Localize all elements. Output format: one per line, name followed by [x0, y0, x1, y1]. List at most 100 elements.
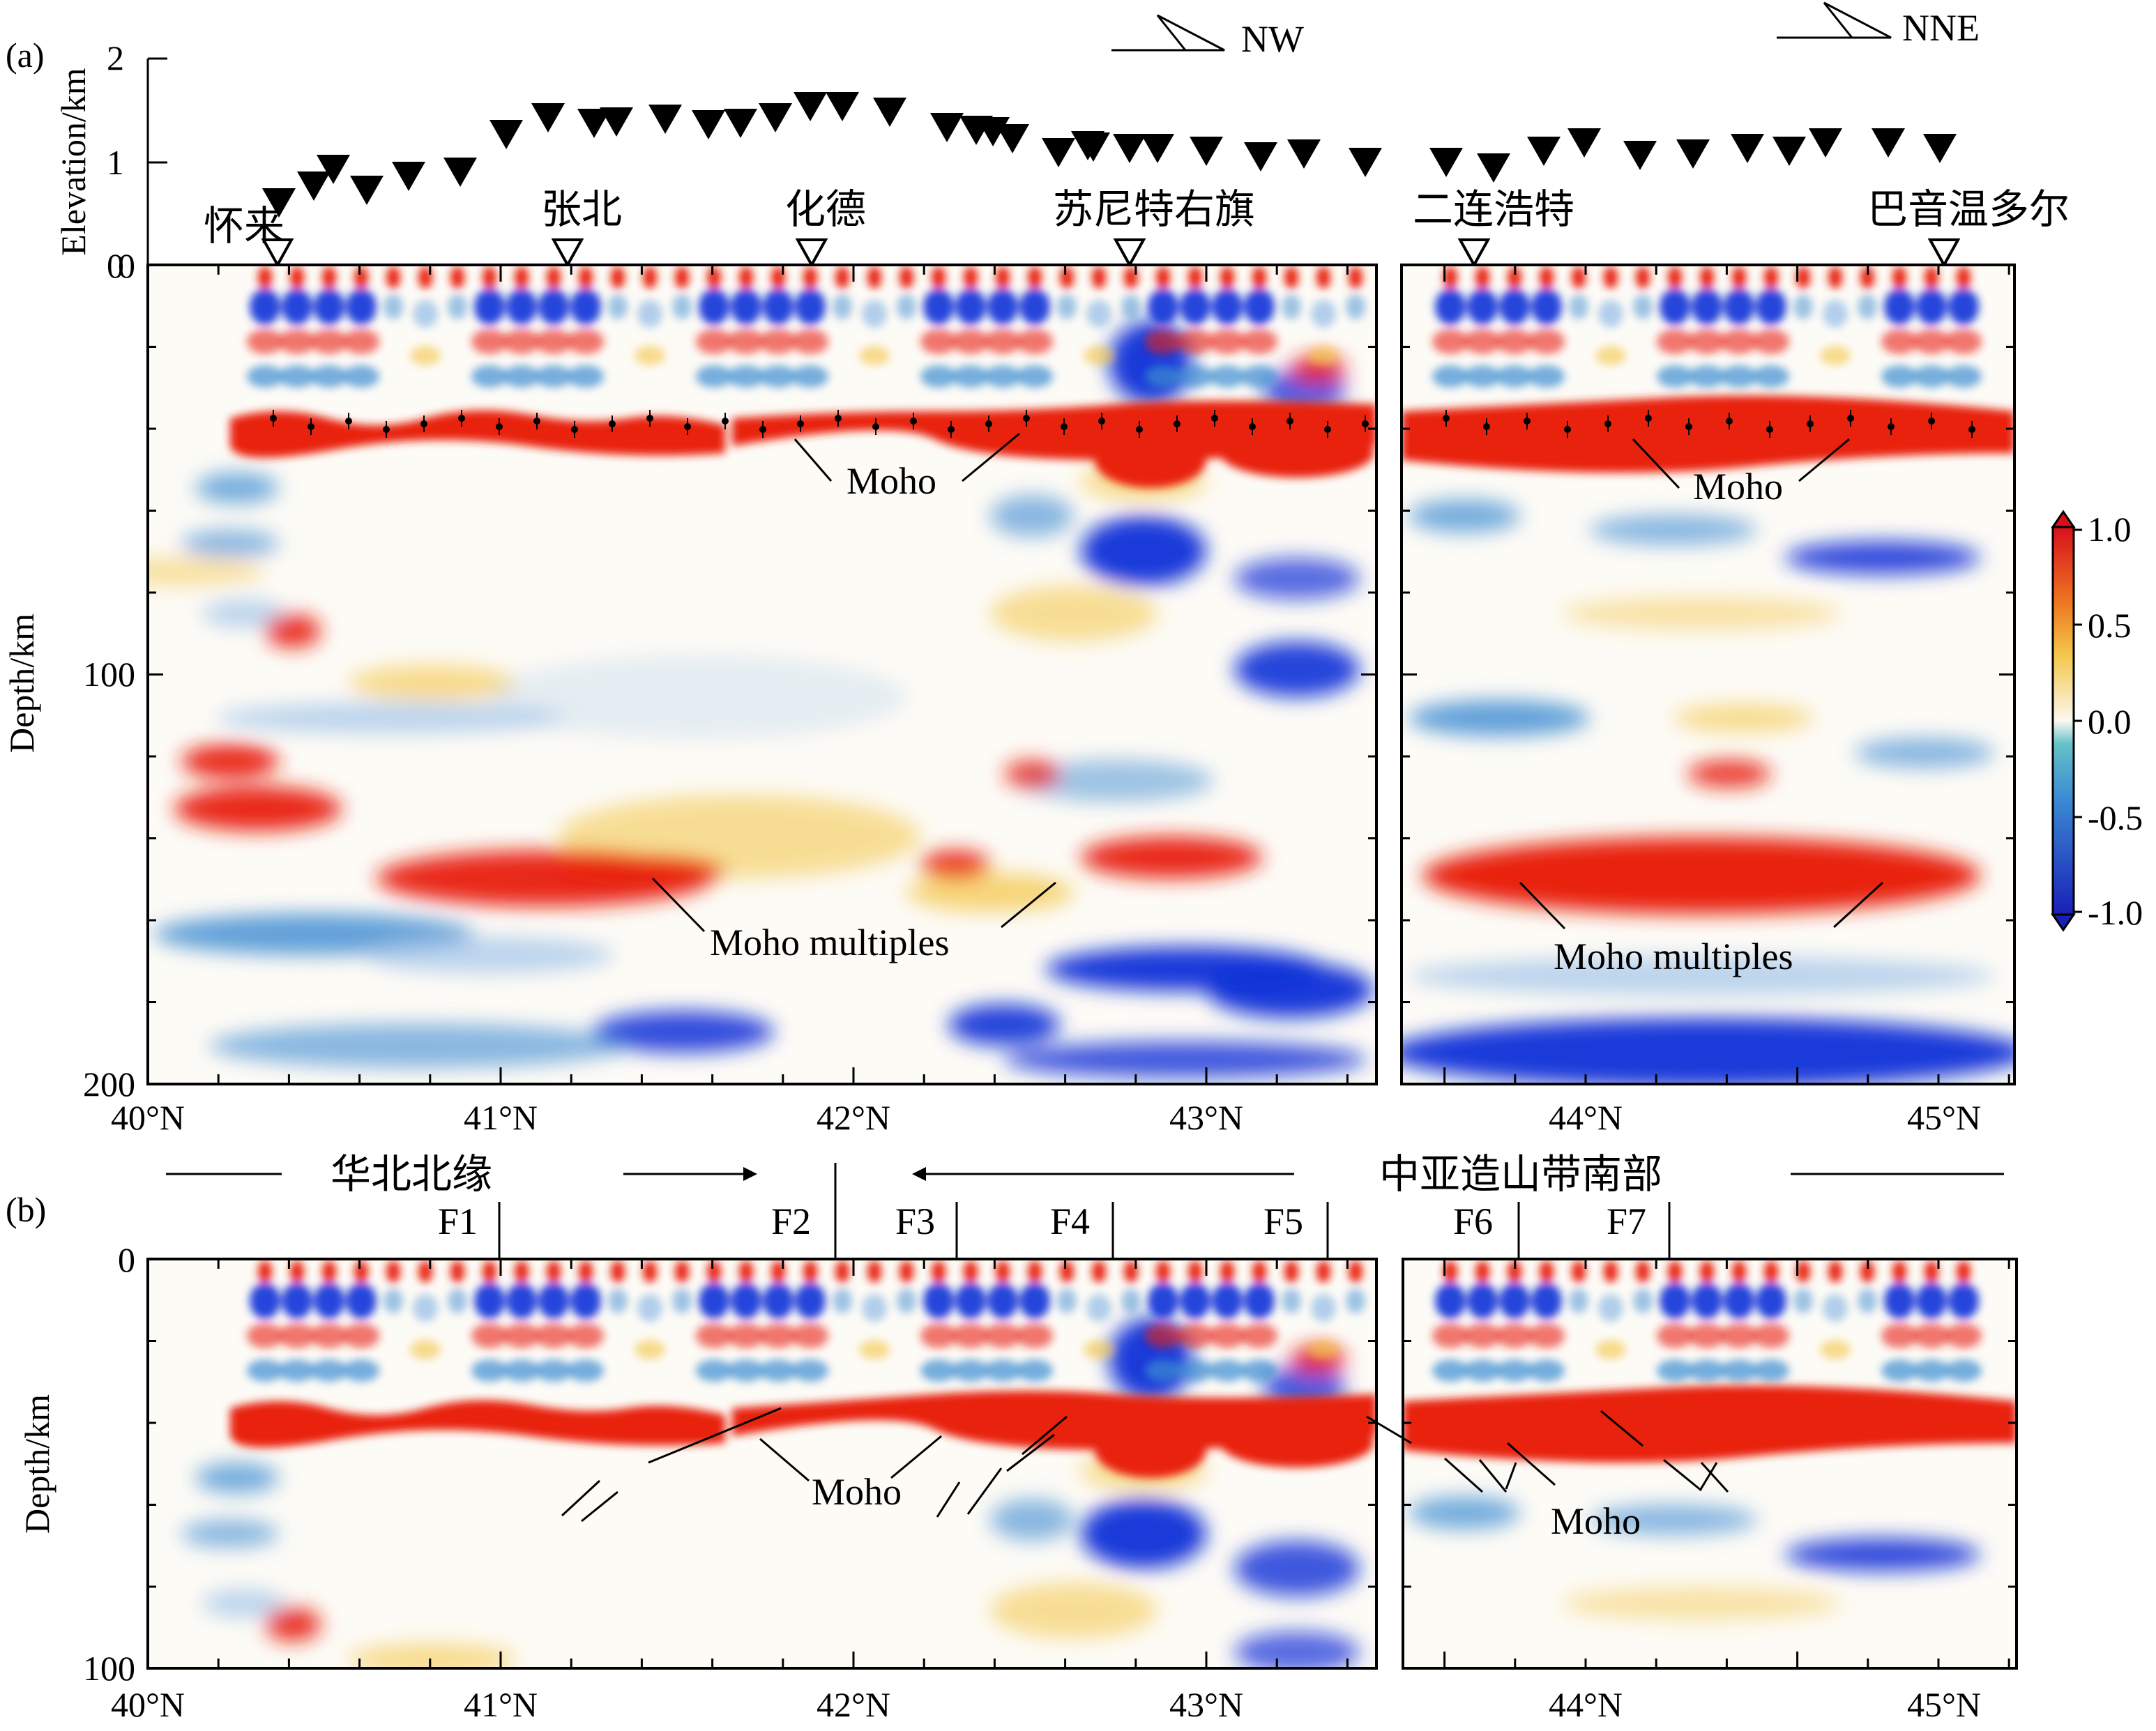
station-marker-zhangbei	[551, 238, 584, 268]
latitude-ticks-a: 40°N 41°N 42°N 43°N 44°N 45°N	[111, 1098, 1981, 1137]
station-elevation-marker	[692, 110, 725, 139]
panel-b-label: (b)	[6, 1190, 46, 1229]
elevation-tick-1: 1	[107, 143, 124, 182]
station-elevation-marker	[297, 171, 331, 201]
station-elevation-marker	[794, 92, 827, 121]
depth-axis-b	[146, 1258, 2017, 1670]
colorbar-tick-0-5: 0.5	[2088, 606, 2132, 645]
station-elevation-marker	[996, 124, 1029, 153]
depth-axis-a	[146, 264, 2014, 1085]
region-north-china: 华北北缘	[331, 1150, 492, 1198]
lat-tick-b-40: 40°N	[111, 1685, 185, 1724]
rf-image-panel-a-right	[1402, 265, 2014, 1084]
station-elevation-marker	[489, 120, 523, 149]
station-elevation-marker	[1077, 132, 1110, 162]
station-elevation-marker	[930, 113, 964, 142]
panel-b-right-frame	[1402, 1258, 2018, 1670]
lat-tick-b-45: 45°N	[1907, 1685, 1981, 1724]
fault-f2: F2	[771, 1200, 811, 1242]
station-elevation-marker	[1872, 128, 1905, 158]
station-elevation-marker	[392, 162, 425, 191]
annotations-a: Moho Moho Moho multiples Moho multiples	[651, 432, 1884, 977]
station-elevation-marker	[577, 109, 611, 138]
direction-label-nw: NW	[1241, 18, 1304, 60]
station-elevation-marker	[1349, 148, 1382, 177]
moho-label-a-left: Moho	[847, 460, 936, 502]
moho-label-b-left: Moho	[812, 1471, 902, 1513]
station-elevation-marker	[1244, 142, 1277, 171]
station-elevation-marker	[1429, 148, 1463, 177]
station-elevation-marker	[1141, 134, 1174, 163]
fault-f6: F6	[1453, 1200, 1493, 1242]
interpreted-structure-lines	[561, 1407, 1729, 1523]
station-elevation-marker	[443, 158, 477, 187]
lat-tick-b-44: 44°N	[1549, 1685, 1623, 1724]
fault-f1: F1	[438, 1200, 478, 1242]
moho-multiples-label-a-left: Moho multiples	[710, 922, 950, 963]
station-elevation-marker	[262, 188, 296, 218]
station-elevation-marker	[1527, 137, 1561, 166]
station-marker-huade	[795, 238, 828, 268]
moho-label-a-right: Moho	[1693, 466, 1783, 508]
station-elevation-marker	[1731, 134, 1764, 163]
fault-f3: F3	[895, 1200, 935, 1242]
depth-tick-b-0: 0	[118, 1240, 135, 1279]
direction-label-nne: NNE	[1902, 7, 1980, 49]
colorbar-tick-1: 1.0	[2088, 510, 2132, 549]
lat-tick-40: 40°N	[111, 1098, 185, 1137]
station-zhangbei: 张北	[541, 185, 622, 233]
station-erlian: 二连浩特	[1413, 185, 1574, 233]
station-elevation-marker	[1567, 128, 1601, 158]
rf-image-panel-a-left	[148, 265, 1376, 1084]
station-elevation-marker	[826, 92, 859, 121]
fault-f5: F5	[1263, 1200, 1303, 1242]
station-elevation-marker	[1623, 141, 1657, 170]
moho-label-b-right: Moho	[1551, 1500, 1641, 1542]
region-caob-south: 中亚造山带南部	[1379, 1150, 1662, 1198]
depth-tick-0: 0	[118, 246, 135, 285]
station-elevation-marker	[1772, 137, 1806, 166]
moho-multiples-label-a-right: Moho multiples	[1554, 936, 1793, 977]
panel-a-label: (a)	[6, 36, 45, 75]
direction-arrow-nw: NW	[1111, 14, 1304, 60]
colorbar-tick-neg-1: -1.0	[2088, 893, 2143, 932]
colorbar-tick-0: 0.0	[2088, 702, 2132, 741]
station-elevation-marker	[1190, 137, 1223, 166]
station-elevation-marker	[1477, 153, 1510, 183]
panel-b-left-frame	[146, 1258, 1378, 1670]
fault-labels: F1 F2 F3 F4 F5 F6 F7	[438, 1200, 1671, 1259]
elevation-tick-0: 0	[107, 246, 124, 285]
rf-image-panel-b-right	[1403, 1259, 2017, 1668]
station-elevation-marker	[1809, 128, 1842, 158]
elevation-tick-2: 2	[107, 38, 124, 77]
elevation-axis-label: Elevation/km	[54, 68, 93, 255]
station-huade: 化德	[785, 185, 866, 233]
region-bar: 华北北缘 中亚造山带南部	[166, 1150, 2004, 1262]
station-marker-bayin	[1927, 238, 1961, 268]
station-elevation-marker	[350, 176, 384, 205]
elevation-station-markers	[262, 92, 1957, 218]
depth-axis-label-b: Depth/km	[17, 1394, 56, 1534]
annotations-b: Moho Moho	[561, 1407, 1729, 1542]
elevation-axis: 2 1 0 Elevation/km	[54, 38, 167, 285]
depth-tick-b-100: 100	[83, 1649, 135, 1688]
depth-axis-label-a: Depth/km	[2, 613, 41, 753]
latitude-ticks-b: 40°N 41°N 42°N 43°N 44°N 45°N	[111, 1685, 1981, 1724]
fault-f4: F4	[1050, 1200, 1090, 1242]
colorbar: 1.0 0.5 0.0 -0.5 -1.0	[2051, 510, 2143, 932]
station-marker-sunite	[1113, 238, 1146, 268]
station-elevation-marker	[873, 98, 906, 127]
colorbar-tick-neg-0-5: -0.5	[2088, 798, 2143, 837]
fault-f7: F7	[1607, 1200, 1646, 1242]
station-elevation-marker	[1676, 139, 1710, 169]
station-elevation-marker	[724, 109, 757, 138]
lat-tick-42: 42°N	[817, 1098, 890, 1137]
station-elevation-marker	[1923, 134, 1957, 163]
depth-tick-100: 100	[83, 655, 135, 694]
station-elevation-marker	[1287, 139, 1321, 169]
station-elevation-marker	[317, 155, 350, 184]
station-elevation-marker	[600, 107, 633, 137]
station-elevation-marker	[1113, 134, 1146, 163]
station-elevation-marker	[531, 103, 565, 132]
